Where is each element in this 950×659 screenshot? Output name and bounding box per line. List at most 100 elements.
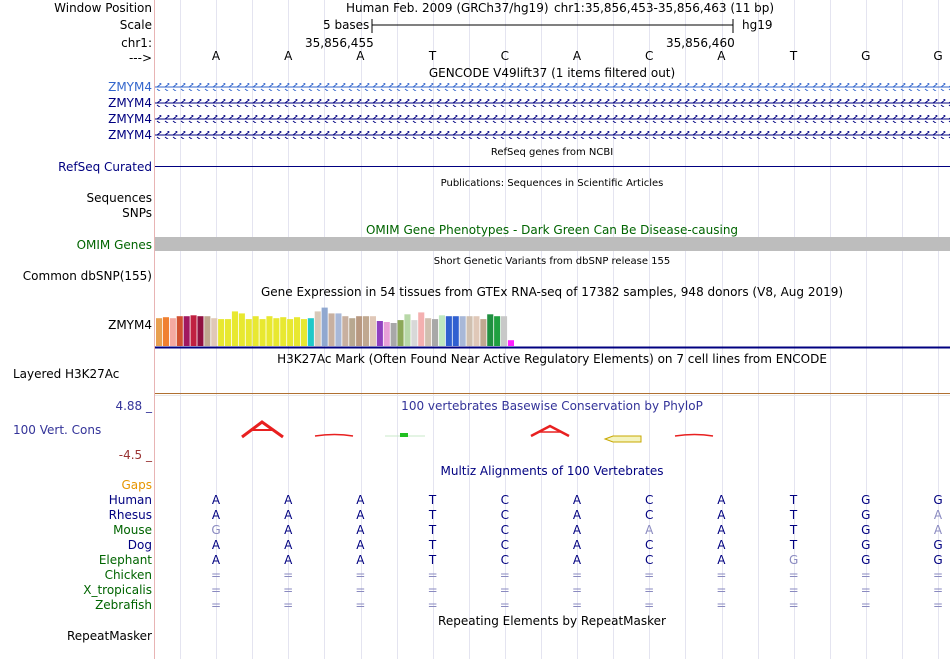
gtex-tissue-bar[interactable] — [452, 316, 459, 346]
refseq-line[interactable] — [155, 166, 950, 167]
species-label[interactable]: Human — [108, 493, 152, 507]
gtex-tissue-bar[interactable] — [225, 319, 232, 346]
cons-label[interactable]: 100 Vert. Cons — [13, 423, 102, 437]
gencode-title[interactable]: GENCODE V49lift37 (1 items filtered out) — [428, 66, 676, 80]
gtex-tissue-bar[interactable] — [425, 318, 432, 346]
reference-base: A — [284, 49, 293, 63]
gtex-tissue-bar[interactable] — [300, 319, 307, 346]
gtex-title[interactable]: Gene Expression in 54 tissues from GTEx … — [260, 285, 844, 299]
gtex-tissue-bar[interactable] — [507, 340, 514, 346]
multiz-title[interactable]: Multiz Alignments of 100 Vertebrates — [440, 464, 664, 478]
refseq-title[interactable]: RefSeq genes from NCBI — [490, 147, 614, 158]
gtex-tissue-bar[interactable] — [176, 316, 183, 346]
chrom-label: chr1: — [121, 36, 152, 50]
gtex-tissue-bar[interactable] — [287, 319, 294, 346]
gene-label[interactable]: ZMYM4 — [108, 128, 152, 142]
species-label[interactable]: Zebrafish — [95, 598, 152, 612]
gtex-tissue-bar[interactable] — [162, 317, 169, 346]
gtex-tissue-bar[interactable] — [266, 316, 273, 346]
gtex-tissue-bar[interactable] — [432, 319, 439, 346]
gtex-tissue-bar[interactable] — [294, 317, 301, 346]
gtex-tissue-bar[interactable] — [197, 316, 204, 346]
gtex-tissue-bar[interactable] — [204, 316, 211, 346]
repeatmasker-title[interactable]: Repeating Elements by RepeatMasker — [438, 614, 666, 628]
dbsnp-title[interactable]: Short Genetic Variants from dbSNP releas… — [433, 256, 671, 267]
transcript-3[interactable] — [155, 115, 950, 123]
refseq-label[interactable]: RefSeq Curated — [58, 160, 152, 174]
gtex-tissue-bar[interactable] — [445, 316, 452, 346]
gtex-tissue-bar[interactable] — [231, 311, 238, 346]
gtex-gene-label[interactable]: ZMYM4 — [108, 318, 152, 332]
species-label[interactable]: X_tropicalis — [83, 583, 152, 597]
gtex-tissue-bar[interactable] — [245, 319, 252, 346]
gtex-tissue-bar[interactable] — [238, 313, 245, 346]
gtex-tissue-bar[interactable] — [411, 320, 418, 346]
species-label[interactable]: Mouse — [113, 523, 152, 537]
gtex-tissue-bar[interactable] — [321, 307, 328, 346]
gtex-tissue-bar[interactable] — [487, 314, 494, 346]
gtex-tissue-bar[interactable] — [438, 315, 445, 346]
species-label[interactable]: Chicken — [104, 568, 152, 582]
omim-label[interactable]: OMIM Genes — [76, 238, 152, 252]
gene-label[interactable]: ZMYM4 — [108, 80, 152, 94]
strand-arrow-label[interactable]: ---> — [128, 51, 152, 65]
track-label-column: Window Position Scale chr1: ---> ZMYM4 Z… — [0, 0, 154, 659]
gtex-tissue-bar[interactable] — [501, 316, 508, 346]
h3k27ac-baseline[interactable] — [155, 393, 950, 394]
species-label[interactable]: Rhesus — [108, 508, 152, 522]
transcript-1[interactable] — [155, 83, 950, 91]
publications-title[interactable]: Publications: Sequences in Scientific Ar… — [440, 178, 664, 189]
gtex-tissue-bar[interactable] — [418, 312, 425, 346]
transcript-2[interactable] — [155, 99, 950, 107]
alignment-base: G — [861, 523, 871, 537]
gtex-tissue-bar[interactable] — [480, 319, 487, 346]
species-label[interactable]: Dog — [127, 538, 152, 552]
omim-title[interactable]: OMIM Gene Phenotypes - Dark Green Can Be… — [365, 223, 739, 237]
gtex-tissue-bar[interactable] — [328, 313, 335, 346]
gencode-transcripts[interactable] — [155, 80, 950, 144]
gtex-tissue-bar[interactable] — [404, 314, 411, 346]
repeatmasker-label[interactable]: RepeatMasker — [66, 629, 152, 643]
h3k27ac-title[interactable]: H3K27Ac Mark (Often Found Near Active Re… — [277, 352, 827, 366]
gtex-tissue-bar[interactable] — [280, 317, 287, 346]
gtex-bar-chart[interactable] — [155, 298, 950, 350]
gtex-tissue-bar[interactable] — [335, 313, 342, 346]
gtex-tissue-bar[interactable] — [363, 316, 370, 346]
gtex-tissue-bar[interactable] — [376, 321, 383, 346]
gtex-tissue-bar[interactable] — [273, 318, 280, 346]
gtex-tissue-bar[interactable] — [390, 323, 397, 346]
gtex-tissue-bar[interactable] — [252, 316, 259, 346]
cons-logo[interactable] — [155, 418, 950, 448]
gtex-tissue-bar[interactable] — [494, 316, 501, 346]
snps-label[interactable]: SNPs — [122, 206, 152, 220]
gtex-tissue-bar[interactable] — [342, 316, 349, 346]
gtex-tissue-bar[interactable] — [349, 318, 356, 346]
gtex-tissue-bar[interactable] — [383, 322, 390, 346]
cons-title[interactable]: 100 vertebrates Basewise Conservation by… — [401, 399, 703, 413]
dbsnp-label[interactable]: Common dbSNP(155) — [22, 269, 152, 283]
gtex-tissue-bar[interactable] — [356, 316, 363, 346]
gtex-tissue-bar[interactable] — [466, 316, 473, 346]
gtex-tissue-bar[interactable] — [211, 318, 218, 346]
gtex-tissue-bar[interactable] — [169, 318, 176, 346]
publications-label[interactable]: Sequences — [86, 191, 152, 205]
alignment-base: = — [932, 583, 944, 597]
gtex-tissue-bar[interactable] — [459, 316, 466, 346]
gtex-tissue-bar[interactable] — [307, 318, 314, 346]
gtex-tissue-bar[interactable] — [259, 319, 266, 346]
gtex-tissue-bar[interactable] — [190, 315, 197, 346]
transcript-4[interactable] — [155, 131, 950, 139]
gtex-tissue-bar[interactable] — [218, 319, 225, 346]
gene-label[interactable]: ZMYM4 — [108, 112, 152, 126]
gtex-tissue-bar[interactable] — [314, 311, 321, 346]
h3k27ac-label[interactable]: Layered H3K27Ac — [13, 367, 120, 381]
track-area[interactable]: Human Feb. 2009 (GRCh37/hg19) chr1:35,85… — [155, 0, 950, 659]
omim-bar[interactable] — [155, 237, 950, 251]
gtex-tissue-bar[interactable] — [397, 320, 404, 346]
gene-label[interactable]: ZMYM4 — [108, 96, 152, 110]
species-label[interactable]: Elephant — [98, 553, 152, 567]
gtex-tissue-bar[interactable] — [369, 316, 376, 346]
gtex-tissue-bar[interactable] — [473, 316, 480, 346]
gtex-tissue-bar[interactable] — [183, 316, 190, 346]
gtex-tissue-bar[interactable] — [156, 318, 163, 346]
